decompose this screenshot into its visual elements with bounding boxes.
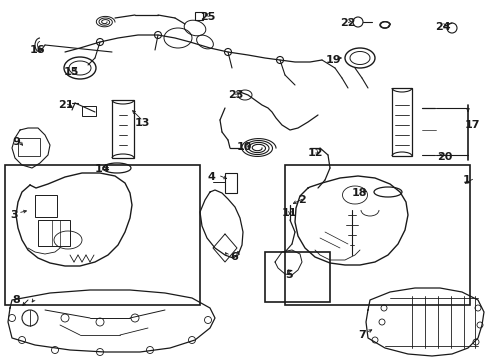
Text: 20: 20 [436, 152, 451, 162]
Text: 1: 1 [462, 175, 470, 185]
Text: 4: 4 [207, 172, 215, 182]
Text: 25: 25 [200, 12, 215, 22]
Bar [285, 165, 469, 305]
Text: 7: 7 [357, 330, 365, 340]
Text: 19: 19 [325, 55, 341, 65]
Text: 18: 18 [351, 188, 367, 198]
Bar [82, 106, 96, 116]
Bar [35, 195, 57, 217]
Text: 2: 2 [297, 195, 305, 205]
Bar [264, 252, 329, 302]
Text: 15: 15 [64, 67, 79, 77]
Text: 17: 17 [464, 120, 480, 130]
Text: 3: 3 [10, 210, 18, 220]
Bar [18, 138, 40, 156]
Text: 8: 8 [12, 295, 20, 305]
Text: 13: 13 [135, 118, 150, 128]
Text: 6: 6 [229, 252, 237, 262]
Text: 24: 24 [434, 22, 450, 32]
Text: 14: 14 [95, 164, 110, 174]
Bar [112, 100, 134, 158]
Text: 9: 9 [12, 137, 20, 147]
Text: 5: 5 [285, 270, 292, 280]
Text: 16: 16 [30, 45, 45, 55]
Bar [5, 165, 200, 305]
Text: 10: 10 [237, 142, 252, 152]
Text: 11: 11 [282, 208, 297, 218]
Text: 21: 21 [58, 100, 73, 110]
Bar [38, 220, 70, 246]
Bar [391, 88, 411, 156]
Bar [224, 173, 237, 193]
Text: 23: 23 [227, 90, 243, 100]
Bar [195, 12, 203, 20]
Text: 22: 22 [339, 18, 355, 28]
Text: 12: 12 [307, 148, 323, 158]
